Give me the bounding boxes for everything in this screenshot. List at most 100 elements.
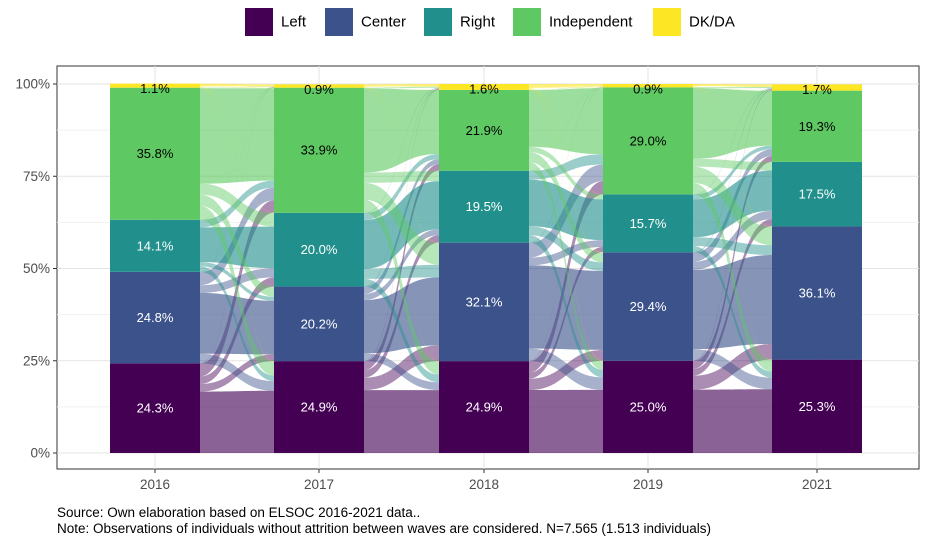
flow-2017-center-to-2018-left [364,353,439,391]
legend: Left Center Right Independent DK/DA [245,8,735,36]
flow-2018-dk-da-to-2019-right [529,88,603,195]
legend-key-left [245,8,273,36]
y-axis: 0% 25% 50% 75% 100% [15,77,57,461]
flow-2018-right-to-2019-independent [529,154,603,180]
flow-2019-center-to-2021-center [693,255,772,350]
flow-2017-dk-da-to-2018-right [364,86,439,171]
flow-2018-left-to-2019-center [529,349,603,391]
bar-label-2019-left: 25.0% [630,399,667,414]
flow-2018-center-to-2019-dk-da [529,86,603,244]
flow-2018-center-to-2019-center [529,265,603,350]
flow-2019-right-to-2021-right [693,170,772,238]
legend-label-right: Right [460,14,496,31]
bar-2021-left [772,359,862,453]
flow-2016-left-to-2017-left [200,390,274,453]
legend-key-independent [513,8,541,36]
flow-2016-center-to-2017-center [200,292,274,355]
flow-2017-left-to-2018-left [364,390,439,453]
legend-key-right [424,8,452,36]
bar-label-2017-independent: 33.9% [301,143,338,158]
flow-2019-left-to-2021-center [693,343,772,390]
x-tick-label-2017: 2017 [304,477,334,492]
bar-2019-independent [603,87,693,195]
flow-2016-dk-da-to-2017-right [200,86,274,214]
stacked-bars [110,83,862,453]
bar-2019-left [603,360,693,453]
y-tick-label-75: 75% [23,169,50,184]
flow-2018-independent-to-2019-left [529,162,603,370]
bar-2016-independent [110,87,200,220]
bar-2016-right [110,219,200,272]
x-tick-label-2019: 2019 [633,477,663,492]
bar-2021-right [772,161,862,227]
flow-2016-right-to-2017-center [200,261,274,301]
bar-label-2019-independent: 29.0% [630,133,667,148]
bar-2016-left [110,363,200,453]
flow-2017-dk-da-to-2018-center [364,86,439,244]
bar-2017-independent [274,87,364,213]
legend-label-left: Left [281,14,307,31]
flow-2019-independent-to-2021-independent [693,88,772,159]
flow-2017-center-to-2018-center [364,277,439,354]
flow-2016-left-to-2017-dk-da [200,87,274,364]
flow-2019-dk-da-to-2021-right [693,86,772,163]
bar-2021-dk-da [772,84,862,91]
bar-2018-center [439,242,529,362]
flow-2016-right-to-2017-left [200,266,274,382]
flow-2019-independent-to-2021-left [693,182,772,372]
bar-2018-left [439,361,529,453]
flow-2018-right-to-2019-center [529,226,603,271]
bar-label-2019-right: 15.7% [630,216,667,231]
flow-2019-right-to-2021-independent [693,145,772,200]
flow-2017-independent-to-2018-center [364,182,439,265]
bar-label-2017-left: 24.9% [301,400,338,415]
flow-2018-independent-to-2019-dk-da [529,86,603,91]
y-tick-label-100: 100% [15,77,50,92]
x-tick-label-2021: 2021 [802,477,832,492]
flow-2018-independent-to-2019-center [529,152,603,263]
flow-2017-independent-to-2018-dk-da [364,86,439,89]
bar-label-2016-dk-da: 1.1% [140,81,170,96]
flow-2017-independent-to-2018-independent [364,88,439,173]
flow-2016-dk-da-to-2017-left [200,87,274,362]
flow-2019-independent-to-2021-right [693,158,772,171]
bar-2019-dk-da [603,84,693,88]
bar-2019-center [603,252,693,361]
legend-label-center: Center [361,14,406,31]
flow-2017-center-to-2018-right [364,229,439,301]
legend-label-dk-da: DK/DA [689,14,735,31]
bar-label-2021-dk-da: 1.7% [802,82,832,97]
bar-2019-right [603,194,693,253]
flow-2019-center-to-2021-dk-da [693,88,772,254]
bar-label-2018-independent: 21.9% [466,123,503,138]
flow-2018-independent-to-2019-independent [529,88,603,155]
bar-label-2021-left: 25.3% [799,399,836,414]
bar-label-2021-right: 17.5% [799,187,836,202]
bar-label-2018-center: 32.1% [466,294,503,309]
flow-2017-dk-da-to-2018-dk-da [364,84,439,87]
flow-2017-left-to-2018-center [364,345,439,391]
flow-2016-independent-to-2017-independent [200,88,274,184]
bar-labels: 24.3% 24.8% 14.1% 35.8% 1.1% 24.9% 20.2% 20.0% 3… [137,81,836,416]
bar-label-2017-right: 20.0% [301,242,338,257]
flow-2016-center-to-2017-left [200,353,274,391]
flow-2019-left-to-2021-left [693,389,772,453]
bar-2018-independent [439,89,529,171]
flow-2016-dk-da-to-2017-dk-da [200,83,274,87]
flow-2016-dk-da-to-2017-independent [200,86,274,89]
flow-2018-dk-da-to-2019-dk-da [529,84,603,88]
flow-2017-dk-da-to-2018-independent [364,86,439,91]
flow-2017-independent-to-2018-left [364,199,439,375]
y-tick-label-25: 25% [23,353,50,368]
x-tick-label-2018: 2018 [469,477,499,492]
flow-2016-independent-to-2017-center [200,194,274,297]
bar-label-2016-right: 14.1% [137,238,174,253]
bar-label-2017-dk-da: 0.9% [304,82,334,97]
flow-2019-dk-da-to-2021-dk-da [693,84,772,88]
flow-2019-left-to-2021-dk-da [693,89,772,362]
flow-2019-right-to-2021-center [693,237,772,256]
flow-2016-center-to-2017-right [200,268,274,293]
flow-2018-right-to-2019-left [529,235,603,378]
flow-2018-dk-da-to-2019-left [529,89,603,362]
